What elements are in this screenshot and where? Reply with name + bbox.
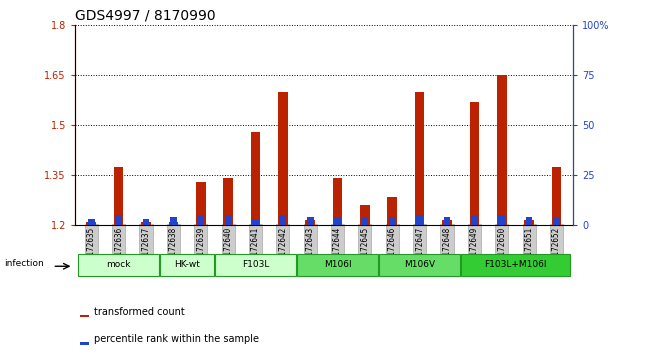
Bar [442, 220, 452, 225]
Bar [360, 205, 370, 225]
FancyBboxPatch shape [78, 253, 159, 277]
Bar [225, 215, 232, 225]
Text: M106I: M106I [324, 261, 352, 269]
Bar [141, 222, 151, 225]
Bar [526, 217, 533, 225]
Text: infection: infection [4, 259, 44, 268]
Bar [551, 167, 561, 225]
Bar [87, 222, 96, 225]
Bar [416, 215, 423, 225]
Bar [361, 217, 368, 225]
Text: M106V: M106V [404, 261, 436, 269]
Bar [143, 219, 149, 225]
FancyBboxPatch shape [462, 253, 570, 277]
Text: mock: mock [106, 261, 131, 269]
Bar [471, 215, 478, 225]
FancyBboxPatch shape [379, 253, 460, 277]
Bar [553, 217, 560, 225]
Bar [170, 217, 176, 225]
Bar [196, 182, 206, 225]
Bar [334, 217, 341, 225]
Text: F103L+M106I: F103L+M106I [484, 261, 547, 269]
Bar [279, 215, 286, 225]
Bar [278, 92, 288, 225]
Bar [499, 215, 505, 225]
Text: transformed count: transformed count [94, 307, 184, 317]
Bar [80, 315, 89, 318]
Bar [88, 219, 94, 225]
Text: GDS4997 / 8170990: GDS4997 / 8170990 [75, 9, 215, 23]
Bar [197, 215, 204, 225]
Bar [415, 92, 424, 225]
Text: percentile rank within the sample: percentile rank within the sample [94, 334, 259, 344]
Bar [252, 219, 259, 225]
Bar [387, 197, 397, 225]
Bar [389, 217, 396, 225]
Bar [114, 167, 124, 225]
Bar [443, 217, 450, 225]
Bar [115, 215, 122, 225]
Text: HK-wt: HK-wt [174, 261, 200, 269]
Bar [305, 220, 315, 225]
Text: F103L: F103L [242, 261, 269, 269]
Bar [169, 222, 178, 225]
Bar [469, 102, 479, 225]
Bar [307, 217, 314, 225]
FancyBboxPatch shape [297, 253, 378, 277]
Bar [80, 342, 89, 344]
Bar [333, 179, 342, 225]
Bar [497, 75, 506, 225]
FancyBboxPatch shape [160, 253, 214, 277]
Bar [251, 132, 260, 225]
Bar [524, 220, 534, 225]
FancyBboxPatch shape [215, 253, 296, 277]
Bar [223, 179, 233, 225]
